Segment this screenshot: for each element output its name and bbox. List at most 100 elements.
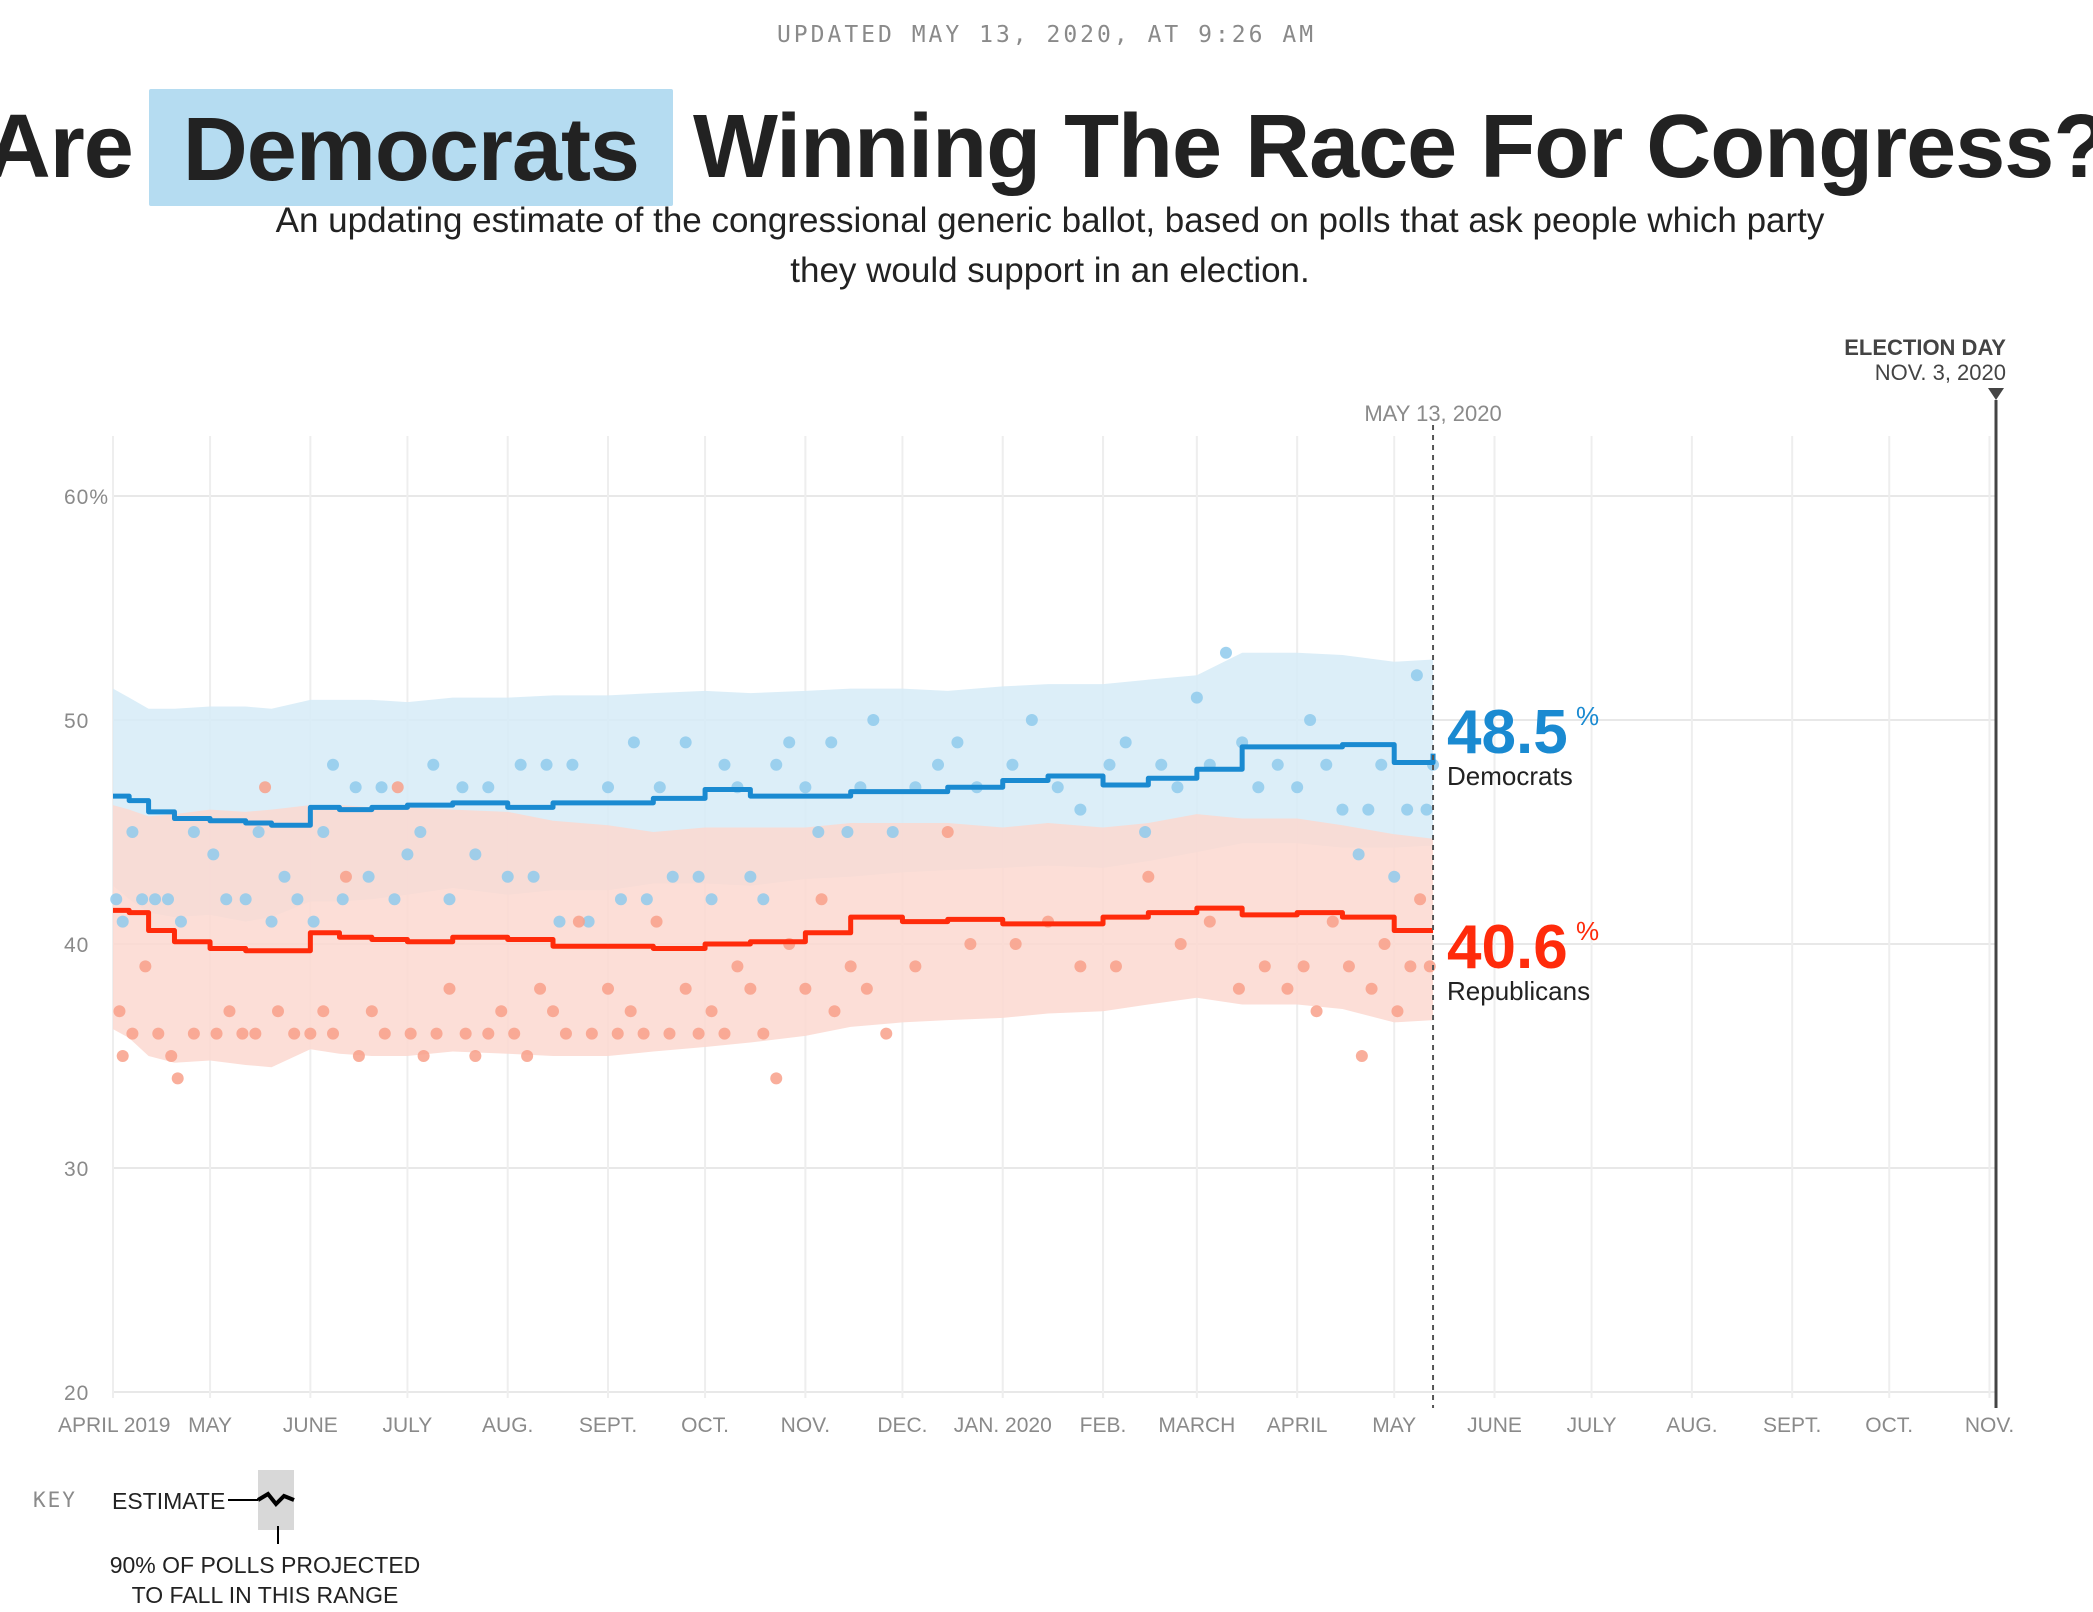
poll-dot-republicans [534, 982, 547, 995]
poll-dot-democrats [1320, 758, 1333, 771]
x-tick-label: OCT. [681, 1414, 729, 1437]
election-day-date: NOV. 3, 2020 [1875, 360, 2006, 385]
poll-dot-democrats [278, 870, 291, 883]
poll-dot-republicans [880, 1027, 893, 1040]
poll-dot-democrats [174, 915, 187, 928]
poll-dot-republicans [223, 1005, 236, 1018]
poll-dot-democrats [375, 781, 388, 794]
page-title: Are Democrats Winning The Race For Congr… [0, 88, 2093, 206]
poll-dot-republicans [624, 1005, 637, 1018]
poll-dot-republicans [964, 938, 977, 950]
poll-dot-democrats [1401, 803, 1414, 816]
poll-dot-democrats [783, 736, 796, 749]
party-selector[interactable]: Democrats [148, 88, 673, 206]
poll-dot-democrats [799, 781, 812, 794]
poll-dot-republicans [139, 960, 152, 973]
poll-dot-republicans [317, 1005, 330, 1018]
poll-dot-democrats [951, 736, 964, 749]
poll-dot-republicans [559, 1027, 572, 1040]
poll-dot-republicans [249, 1027, 262, 1040]
poll-dot-republicans [1258, 960, 1271, 973]
poll-dot-democrats [482, 781, 495, 794]
poll-dot-democrats [110, 893, 123, 906]
poll-dot-democrats [1025, 714, 1038, 726]
y-tick-label: 20 [64, 1382, 89, 1405]
poll-dot-republicans [116, 1050, 129, 1062]
poll-dot-democrats [653, 781, 666, 794]
poll-dot-democrats [1139, 826, 1152, 838]
poll-dot-democrats [187, 826, 200, 838]
poll-dot-democrats [116, 915, 129, 928]
poll-dot-republicans [1378, 938, 1391, 950]
x-tick-label: FEB. [1080, 1414, 1127, 1437]
poll-dot-democrats [1103, 758, 1116, 771]
poll-dot-republicans [272, 1005, 285, 1018]
poll-dot-democrats [349, 781, 362, 794]
poll-dot-democrats [252, 826, 265, 838]
poll-dot-democrats [1388, 870, 1401, 883]
poll-dot-democrats [540, 758, 553, 771]
poll-dot-democrats [627, 736, 640, 749]
poll-dot-republicans [521, 1050, 534, 1062]
band-republicans [113, 805, 1434, 1068]
x-tick-label: JAN. 2020 [954, 1414, 1052, 1437]
poll-dot-republicans [828, 1005, 841, 1018]
series-label-democrats: Democrats [1447, 761, 1573, 791]
poll-dot-democrats [126, 826, 139, 838]
poll-dot-democrats [317, 826, 330, 838]
poll-dot-republicans [860, 982, 873, 995]
poll-dot-republicans [187, 1027, 200, 1040]
poll-dot-democrats [527, 870, 540, 883]
poll-dot-democrats [757, 893, 770, 906]
poll-dot-democrats [388, 893, 401, 906]
poll-dot-republicans [602, 982, 615, 995]
poll-dot-republicans [113, 1005, 126, 1018]
poll-dot-democrats [692, 870, 705, 883]
x-tick-label: JUNE [1467, 1414, 1522, 1437]
poll-dot-republicans [572, 915, 585, 928]
key-label: KEY [33, 1488, 77, 1512]
x-tick-label: DEC. [877, 1414, 927, 1437]
poll-dot-democrats [886, 826, 899, 838]
poll-dot-republicans [482, 1027, 495, 1040]
poll-dot-republicans [152, 1027, 165, 1040]
poll-dot-republicans [1310, 1005, 1323, 1018]
poll-dot-republicans [469, 1050, 482, 1062]
poll-dot-republicans [171, 1072, 184, 1085]
poll-dot-democrats [501, 870, 514, 883]
updated-timestamp: UPDATED MAY 13, 2020, AT 9:26 AM [776, 22, 1317, 48]
x-tick-label: AUG. [482, 1414, 533, 1437]
title-after: Winning The Race For Congress? [693, 96, 2093, 197]
poll-dot-democrats [1155, 758, 1168, 771]
poll-dot-republicans [1414, 893, 1427, 906]
poll-dot-democrats [1051, 781, 1064, 794]
poll-dot-democrats [1006, 758, 1019, 771]
poll-dot-republicans [585, 1027, 598, 1040]
y-tick-label: 30 [64, 1158, 89, 1181]
poll-dot-republicans [757, 1027, 770, 1040]
poll-dot-democrats [291, 893, 304, 906]
poll-dot-republicans [1326, 915, 1339, 928]
poll-dot-democrats [1119, 736, 1132, 749]
current-value-republicans: 40.6 [1447, 913, 1568, 982]
y-tick-label: 60% [64, 486, 109, 509]
x-tick-label: AUG. [1666, 1414, 1717, 1437]
poll-dot-democrats [469, 848, 482, 861]
poll-dot-democrats [1420, 803, 1433, 816]
key-estimate-line [256, 1491, 295, 1507]
x-tick-label: JULY [1567, 1414, 1617, 1437]
poll-dot-republicans [679, 982, 692, 995]
poll-dot-republicans [705, 1005, 718, 1018]
poll-dot-republicans [443, 982, 456, 995]
poll-dot-democrats [336, 893, 349, 906]
poll-dot-republicans [404, 1027, 417, 1040]
poll-dot-republicans [339, 870, 352, 883]
poll-dot-democrats [162, 893, 175, 906]
key-estimate-icon [228, 1470, 295, 1544]
poll-dot-republicans [1355, 1050, 1368, 1062]
x-tick-label: SEPT. [1763, 1414, 1821, 1437]
poll-dot-democrats [666, 870, 679, 883]
poll-dot-republicans [1391, 1005, 1404, 1018]
x-tick-label: JUNE [283, 1414, 338, 1437]
poll-dot-republicans [288, 1027, 301, 1040]
